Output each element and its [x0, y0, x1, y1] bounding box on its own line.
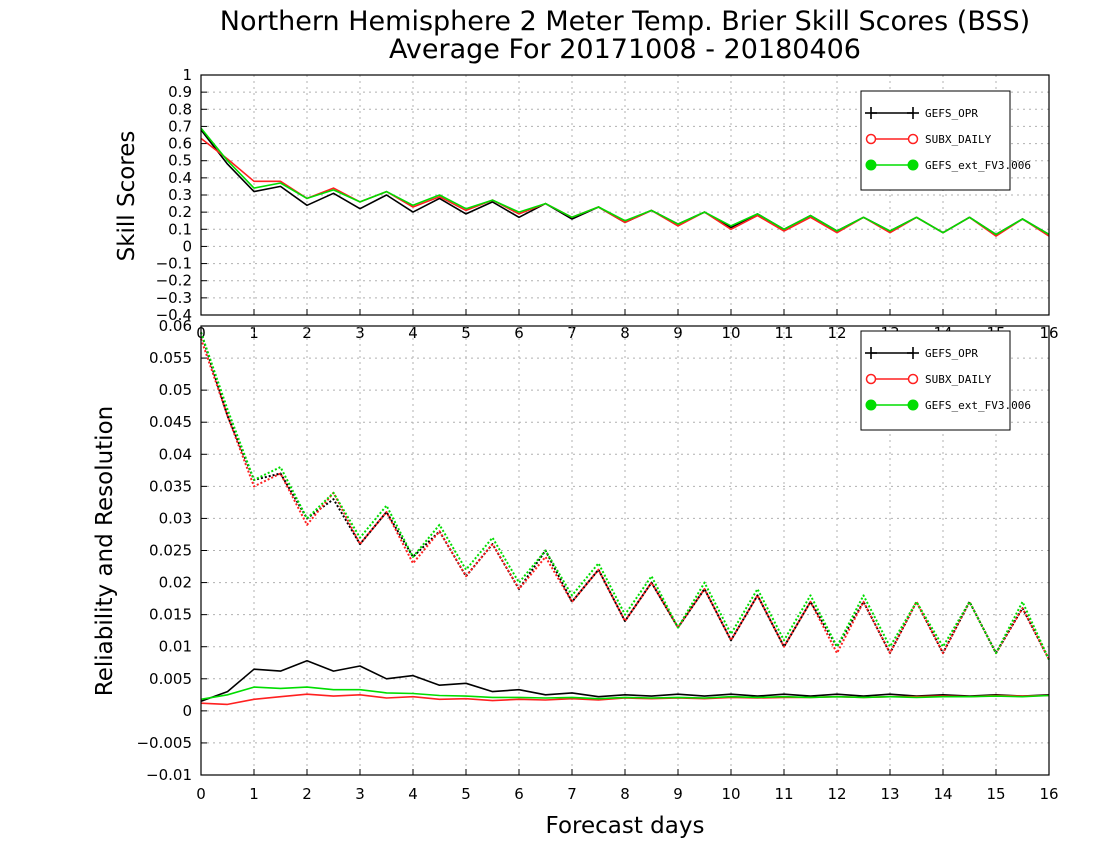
series-line-subx-daily-resolution	[200, 338, 1050, 660]
chart-title-line1: Northern Hemisphere 2 Meter Temp. Brier …	[220, 6, 1030, 37]
legend-marker-filled-circle	[865, 399, 877, 411]
legend-label: GEFS_OPR	[925, 347, 978, 360]
x-tick-label: 10	[721, 785, 740, 803]
legend-label: GEFS_OPR	[925, 107, 978, 120]
legend-marker-filled-circle	[865, 159, 877, 171]
chart-title-line2: Average For 20171008 - 20180406	[389, 34, 861, 65]
y-tick-label: 0.035	[149, 477, 192, 495]
x-tick-label: 4	[408, 785, 418, 803]
y-tick-label: 0.06	[159, 317, 192, 335]
legend-marker-open-circle	[907, 133, 919, 145]
legend-label: SUBX_DAILY	[925, 373, 992, 386]
y-tick-label: 0.7	[168, 117, 192, 135]
legend-label: SUBX_DAILY	[925, 133, 992, 146]
x-tick-label: 9	[673, 785, 683, 803]
legend-box	[860, 330, 1011, 431]
y-tick-label: 0.05	[159, 381, 192, 399]
y-tick-label: 0.6	[168, 135, 192, 153]
y-tick-label: 0.045	[149, 413, 192, 431]
x-tick-label: 5	[461, 785, 471, 803]
x-tick-label: 7	[567, 785, 577, 803]
series-line-gefs-ext-fv3-006-resolution	[200, 332, 1050, 660]
x-tick-label: 14	[933, 785, 952, 803]
x-tick-label: 8	[620, 785, 630, 803]
y-tick-label: 0.3	[168, 186, 192, 204]
legend: GEFS_OPR SUBX_DAILY GEFS_ext_FV3.006	[860, 90, 1031, 191]
y-tick-label: 0.5	[168, 152, 192, 170]
y-tick-label: 0.8	[168, 100, 192, 118]
y-tick-label: 0.055	[149, 349, 192, 367]
y-tick-label: 0	[182, 702, 192, 720]
y-tick-label: 0.01	[159, 638, 192, 656]
y-tick-label: 0.2	[168, 203, 192, 221]
legend-label: GEFS_ext_FV3.006	[925, 159, 1031, 172]
legend-label: GEFS_ext_FV3.006	[925, 399, 1031, 412]
plot-frame	[200, 74, 1050, 316]
legend-marker-filled-circle	[907, 399, 919, 411]
y-tick-label: 0.02	[159, 574, 192, 592]
y-tick-label: 0.04	[159, 445, 192, 463]
y-tick-label: 0.9	[168, 83, 192, 101]
legend-marker-open-circle	[865, 373, 877, 385]
y-tick-label: −0.2	[156, 272, 192, 290]
y-tick-label: 1	[182, 66, 192, 84]
series-line-gefs-ext-fv3-006-reliability	[200, 686, 1050, 701]
plot-frame	[200, 325, 1050, 776]
legend-marker-open-circle	[907, 373, 919, 385]
y-tick-label: 0.025	[149, 542, 192, 560]
legend-marker-filled-circle	[907, 159, 919, 171]
series-line-gefs-opr-reliability	[200, 659, 1050, 702]
y-tick-label: 0.4	[168, 169, 192, 187]
x-tick-label: 2	[302, 785, 312, 803]
y-tick-label: 0.03	[159, 509, 192, 527]
legend-marker-open-circle	[865, 133, 877, 145]
y-tick-label: −0.005	[136, 734, 192, 752]
x-tick-label: 0	[196, 785, 206, 803]
x-tick-label: 1	[249, 785, 259, 803]
y-tick-label: −0.4	[156, 306, 192, 324]
bottom-y-axis-title: Reliability and Resolution	[92, 406, 118, 696]
y-tick-label: 0.015	[149, 606, 192, 624]
top-y-axis-title: Skill Scores	[114, 131, 140, 262]
y-tick-label: 0.005	[149, 670, 192, 688]
y-tick-label: 0.1	[168, 220, 192, 238]
legend: GEFS_OPR SUBX_DAILY GEFS_ext_FV3.006	[860, 330, 1031, 431]
x-tick-label: 6	[514, 785, 524, 803]
series-line-gefs-opr-resolution	[200, 332, 1050, 660]
x-tick-label: 12	[827, 785, 846, 803]
y-tick-label: 0	[182, 237, 192, 255]
x-tick-label: 13	[880, 785, 899, 803]
x-axis-title: Forecast days	[546, 813, 705, 839]
y-tick-label: −0.01	[146, 766, 192, 784]
series-line-gefs-ext-fv3-006	[200, 127, 1050, 236]
x-tick-label: 3	[355, 785, 365, 803]
y-tick-label: −0.1	[156, 255, 192, 273]
legend-box	[860, 90, 1011, 191]
panel-bottom: −0.01 −0.005 0 0.005 0.01 0.015 0.02 0.025 0.03 0…	[136, 317, 1058, 803]
x-tick-label: 16	[1039, 785, 1058, 803]
panel-top: −0.4−0.3−0.2−0.100.10.20.30.40.50.60.70.…	[156, 66, 1059, 342]
y-tick-label: −0.3	[156, 289, 192, 307]
x-tick-label: 11	[774, 785, 793, 803]
x-tick-label: 15	[986, 785, 1005, 803]
